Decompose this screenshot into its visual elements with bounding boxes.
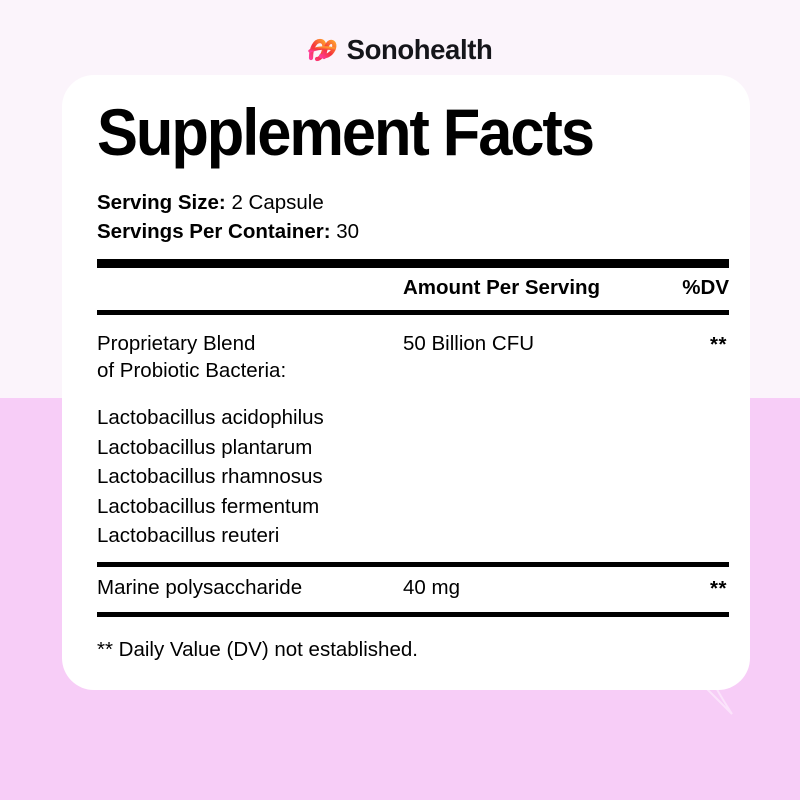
column-header-amount: Amount Per Serving (403, 276, 601, 299)
blend-amount: 50 Billion CFU (403, 332, 535, 355)
marine-amount: 40 mg (403, 576, 460, 599)
supplement-facts-card: Supplement Facts Serving Size: 2 Capsule… (62, 75, 750, 690)
strain-list: Lactobacillus acidophilus Lactobacillus … (97, 403, 497, 551)
rule-above-marine (97, 562, 729, 567)
brand-name: Sonohealth (346, 34, 493, 65)
blend-dv: ** (710, 333, 727, 356)
serving-size-label: Serving Size: (97, 191, 226, 214)
table-header-row: Amount Per Serving %DV (97, 276, 729, 304)
servings-per-container-value: 30 (336, 220, 360, 243)
marine-dv: ** (710, 577, 727, 600)
footnote-daily-value: ** Daily Value (DV) not established. (97, 638, 418, 661)
list-item: Lactobacillus fermentum (97, 494, 320, 518)
servings-per-container-label: Servings Per Container: (97, 220, 331, 243)
rule-heavy-top (97, 259, 729, 268)
table-row-marine-polysaccharide: Marine polysaccharide 40 mg ** (97, 576, 729, 606)
page-title: Supplement Facts (97, 95, 595, 169)
serving-size-value: 2 Capsule (231, 191, 324, 214)
blend-name: Proprietary Blend of Probiotic Bacteria: (97, 332, 287, 382)
serving-size-line: Serving Size: 2 Capsule (97, 188, 729, 217)
card-content: Supplement Facts Serving Size: 2 Capsule… (97, 75, 729, 690)
list-item: Lactobacillus acidophilus (97, 406, 324, 429)
brand-header: Sonohealth (0, 36, 800, 64)
column-header-dv: %DV (682, 276, 729, 299)
list-item: Lactobacillus reuteri (97, 524, 280, 547)
list-item: Lactobacillus plantarum (97, 435, 313, 459)
rule-below-marine (97, 612, 729, 617)
servings-per-container-line: Servings Per Container: 30 (97, 217, 729, 246)
sonohealth-monogram-icon (307, 39, 337, 62)
marine-name: Marine polysaccharide (97, 576, 303, 599)
rule-under-header (97, 310, 729, 315)
serving-info: Serving Size: 2 Capsule Servings Per Con… (97, 188, 729, 246)
list-item: Lactobacillus rhamnosus (97, 465, 323, 488)
